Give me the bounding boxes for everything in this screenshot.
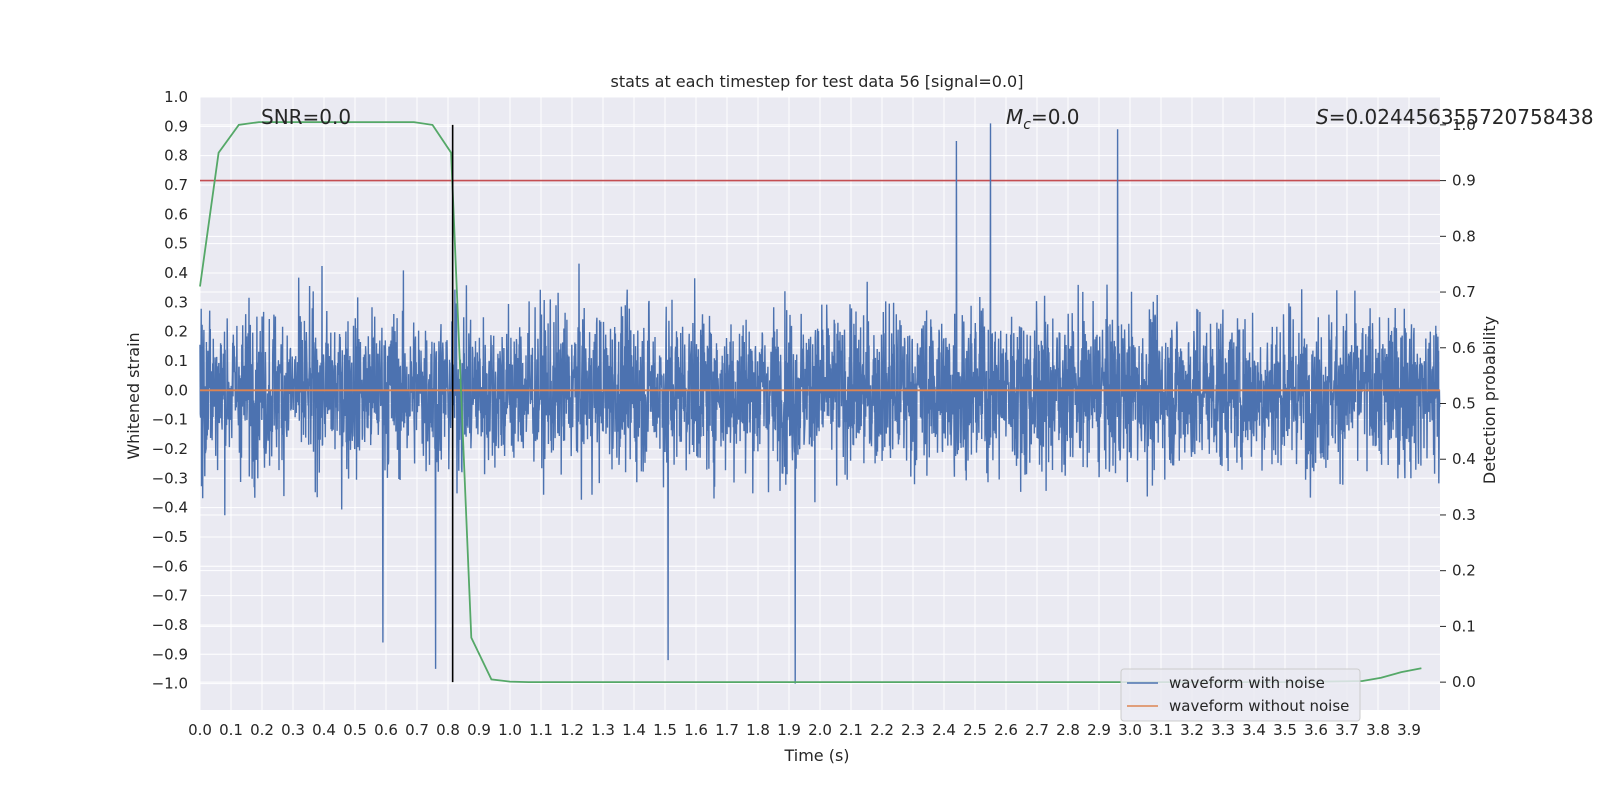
y-tick-label: 0.8 <box>164 147 188 165</box>
x-tick-label: 0.4 <box>312 721 336 739</box>
x-tick-label: 2.7 <box>1025 721 1049 739</box>
y-tick-label: −1.0 <box>152 675 188 693</box>
x-tick-label: 2.6 <box>994 721 1018 739</box>
y2-tick-label: 0.0 <box>1452 673 1476 691</box>
x-tick-label: 0.2 <box>250 721 274 739</box>
legend-label-clean: waveform without noise <box>1169 697 1349 715</box>
s-symbol: S <box>1316 105 1329 129</box>
x-tick-label: 3.0 <box>1118 721 1142 739</box>
x-tick-label: 0.0 <box>188 721 212 739</box>
y-tick-label: −0.4 <box>152 499 188 517</box>
mc-symbol: M <box>1006 105 1023 129</box>
noise-waveform-path <box>199 123 1441 684</box>
y-tick-label: 0.9 <box>164 117 188 135</box>
y-tick-label: −0.7 <box>152 587 188 605</box>
y-tick-label: 0.4 <box>164 264 188 282</box>
legend-box <box>1120 668 1361 722</box>
x-tick-label: 2.9 <box>1087 721 1111 739</box>
x-tick-label: 1.8 <box>746 721 770 739</box>
y-tick-label: 0.2 <box>164 323 188 341</box>
y-tick-label: 1.0 <box>164 88 188 106</box>
y-tick-label: 0.3 <box>164 293 188 311</box>
x-tick-label: 1.9 <box>777 721 801 739</box>
y2-tick-label: 0.2 <box>1452 562 1476 580</box>
y-tick-label: −0.6 <box>152 557 188 575</box>
y-tick-labels: 1.0 0.9 0.8 0.7 0.6 0.5 0.4 0.3 0.2 0.1 0.0 −0.1 −0.… <box>152 88 188 693</box>
x-tick-label: 1.1 <box>529 721 553 739</box>
chart-title: stats at each timestep for test data 56 … <box>611 72 1024 91</box>
y-axis-label: Whitened strain <box>124 332 143 459</box>
x-tick-label: 0.1 <box>219 721 243 739</box>
x-tick-label: 2.1 <box>839 721 863 739</box>
series-waveform-with-noise <box>199 123 1441 684</box>
y-tick-label: 0.7 <box>164 176 188 194</box>
y2-tick-label: 0.7 <box>1452 283 1476 301</box>
y-tick-label: −0.9 <box>152 645 188 663</box>
y-tick-label: 0.1 <box>164 352 188 370</box>
x-tick-label: 2.4 <box>932 721 956 739</box>
x-tick-label: 3.5 <box>1273 721 1297 739</box>
y2-tick-label: 0.5 <box>1452 395 1476 413</box>
x-tick-label: 2.8 <box>1056 721 1080 739</box>
x-tick-label: 1.2 <box>560 721 584 739</box>
s-annotation: S=0.024456355720758438 <box>1316 105 1594 129</box>
x-tick-label: 3.9 <box>1397 721 1421 739</box>
x-tick-label: 1.3 <box>591 721 615 739</box>
x-tick-labels: 0.0 0.1 0.2 0.3 0.4 0.5 0.6 0.7 0.8 0.9 1.0 1.1 1.2 1… <box>188 721 1421 739</box>
x-tick-label: 3.4 <box>1242 721 1266 739</box>
x-tick-label: 3.8 <box>1366 721 1390 739</box>
x-tick-label: 3.2 <box>1180 721 1204 739</box>
x-tick-label: 0.5 <box>343 721 367 739</box>
x-tick-label: 0.3 <box>281 721 305 739</box>
x-tick-label: 2.3 <box>901 721 925 739</box>
y-tick-label: −0.2 <box>152 440 188 458</box>
x-tick-label: 1.7 <box>715 721 739 739</box>
mc-value: =0.0 <box>1031 105 1080 129</box>
y-tick-label: 0.0 <box>164 381 188 399</box>
legend: waveform with noise waveform without noi… <box>1120 668 1361 722</box>
legend-label-noise: waveform with noise <box>1169 674 1325 692</box>
x-tick-label: 3.1 <box>1149 721 1173 739</box>
y-tick-label: −0.1 <box>152 411 188 429</box>
x-tick-label: 2.0 <box>808 721 832 739</box>
x-tick-label: 0.6 <box>374 721 398 739</box>
y-tick-label: 0.5 <box>164 235 188 253</box>
y2-tick-label: 1.0 <box>1452 116 1476 134</box>
y2-tick-label: 0.9 <box>1452 172 1476 190</box>
x-tick-label: 2.5 <box>963 721 987 739</box>
x-axis-label: Time (s) <box>783 746 849 765</box>
mc-subscript: c <box>1023 117 1031 133</box>
y2-tick-label: 0.6 <box>1452 339 1476 357</box>
y-tick-label: 0.6 <box>164 205 188 223</box>
y2-axis-label: Detection probability <box>1480 316 1499 484</box>
x-tick-label: 3.3 <box>1211 721 1235 739</box>
y2-tick-label: 0.1 <box>1452 617 1476 635</box>
s-value: =0.024456355720758438 <box>1329 105 1594 129</box>
x-tick-label: 0.7 <box>405 721 429 739</box>
x-tick-label: 1.5 <box>653 721 677 739</box>
x-tick-label: 0.8 <box>436 721 460 739</box>
y2-tick-label: 0.3 <box>1452 506 1476 524</box>
y-tick-label: −0.5 <box>152 528 188 546</box>
y-tick-label: −0.8 <box>152 616 188 634</box>
y2-tick-label: 0.4 <box>1452 450 1476 468</box>
y2-tick-labels: 1.0 0.9 0.8 0.7 0.6 0.5 0.4 0.3 0.2 0.1 0.0 <box>1440 116 1476 691</box>
chirp-mass-annotation: Mc=0.0 <box>1006 105 1080 133</box>
y-tick-label: −0.3 <box>152 469 188 487</box>
x-tick-label: 1.4 <box>622 721 646 739</box>
x-tick-label: 3.6 <box>1304 721 1328 739</box>
x-tick-label: 1.6 <box>684 721 708 739</box>
x-tick-label: 2.2 <box>870 721 894 739</box>
y2-tick-label: 0.8 <box>1452 227 1476 245</box>
x-tick-label: 0.9 <box>467 721 491 739</box>
x-tick-label: 3.7 <box>1335 721 1359 739</box>
x-tick-label: 1.0 <box>498 721 522 739</box>
snr-annotation: SNR=0.0 <box>261 105 351 129</box>
